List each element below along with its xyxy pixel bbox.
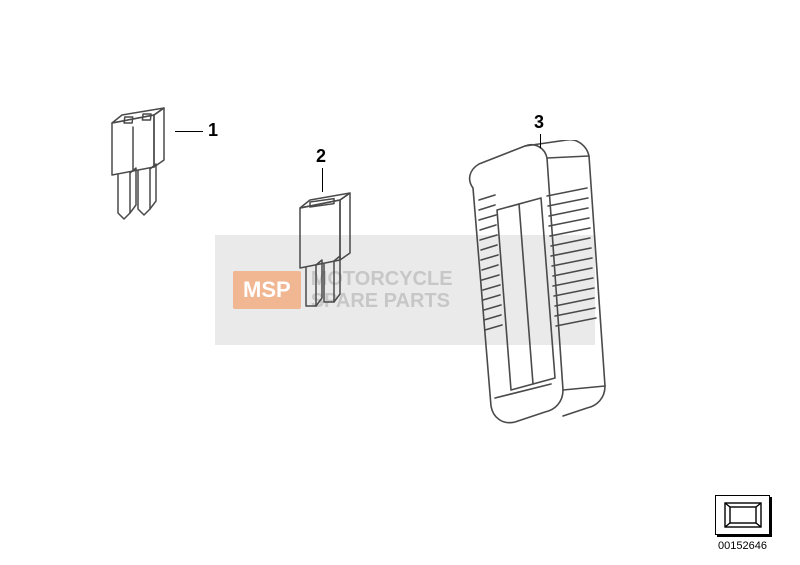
watermark-badge-text: MSP [243,277,291,303]
frame-icon-box [715,495,770,535]
leader-1 [175,131,203,132]
callout-1: 1 [208,120,218,141]
leader-2 [322,168,323,192]
part-2-fuse [296,188,358,316]
watermark-badge: MSP [233,271,301,309]
leader-3 [540,134,541,148]
callout-2: 2 [316,146,326,167]
frame-icon [724,502,762,528]
diagram-canvas: MSP MOTORCYCLE SPARE PARTS [0,0,800,565]
part-3-fuse-puller [455,140,610,430]
document-id: 00152646 [718,540,767,552]
callout-3: 3 [534,112,544,133]
part-1-fuse-mini [106,105,174,225]
